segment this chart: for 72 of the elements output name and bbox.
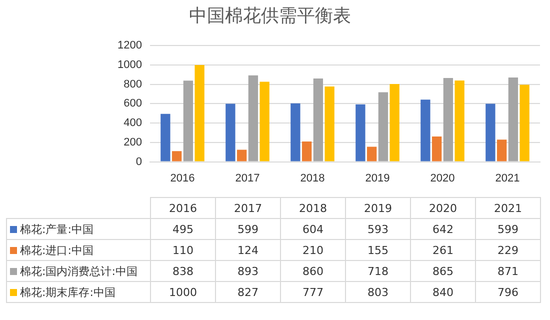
category-label: 2018 — [299, 202, 327, 214]
bar — [420, 100, 430, 162]
bar — [454, 80, 464, 162]
data-label: 229 — [476, 240, 540, 260]
chart-title: 中国棉花供需平衡表 — [189, 5, 351, 26]
bar — [290, 103, 300, 162]
category-label: 2019 — [364, 202, 392, 214]
bar — [443, 78, 454, 162]
category-label: 2016 — [169, 202, 197, 214]
bar — [313, 78, 324, 162]
data-label: 210 — [280, 240, 346, 260]
data-label: 599 — [476, 218, 540, 240]
data-label: 110 — [150, 240, 216, 260]
bar — [432, 136, 442, 162]
data-label: 860 — [280, 260, 346, 282]
data-label: 261 — [410, 240, 476, 260]
x-tick-label: 2020 — [430, 172, 455, 184]
data-label: 893 — [216, 260, 280, 282]
data-label: 718 — [346, 260, 410, 282]
category-label: 2021 — [494, 202, 522, 214]
data-label: 604 — [280, 218, 346, 240]
y-tick-label: 200 — [124, 136, 142, 148]
bar — [378, 92, 388, 162]
category-label: 2020 — [429, 202, 457, 214]
bar — [236, 150, 247, 162]
x-tick-label: 2019 — [365, 172, 390, 184]
x-tick-label: 2017 — [235, 172, 260, 184]
legend-label: 棉花:产量:中国 — [6, 218, 150, 240]
data-label: 865 — [410, 260, 476, 282]
data-label: 599 — [216, 218, 280, 240]
data-label: 124 — [216, 240, 280, 260]
bar — [496, 140, 507, 162]
data-label: 827 — [216, 282, 280, 302]
legend-label: 棉花:国内消费总计:中国 — [6, 260, 150, 282]
bar — [226, 104, 236, 162]
bar — [194, 64, 204, 162]
y-tick-label: 600 — [124, 98, 142, 110]
bar — [486, 104, 496, 162]
y-tick-label: 800 — [124, 78, 142, 90]
y-tick-label: 400 — [124, 117, 142, 130]
data-label: 1000 — [150, 282, 216, 302]
bar — [302, 141, 312, 162]
bar — [183, 80, 194, 162]
bar — [356, 104, 366, 162]
data-label: 593 — [346, 218, 410, 240]
data-label: 803 — [346, 282, 410, 302]
x-tick-label: 2018 — [300, 172, 325, 184]
data-label: 796 — [476, 282, 540, 302]
x-tick-label: 2021 — [495, 172, 520, 184]
bar — [520, 84, 530, 162]
bar — [324, 86, 334, 162]
data-label: 871 — [476, 260, 540, 282]
bar — [248, 75, 258, 162]
bar — [172, 151, 182, 162]
data-label: 838 — [150, 260, 216, 282]
bar — [160, 114, 170, 162]
bar — [366, 146, 377, 162]
category-label: 2017 — [234, 202, 262, 214]
y-tick-label: 1200 — [118, 40, 142, 52]
data-label: 777 — [280, 282, 346, 302]
legend-label: 棉花:进口:中国 — [6, 240, 150, 260]
data-label: 155 — [346, 240, 410, 260]
bar — [508, 77, 518, 162]
bar — [390, 84, 400, 162]
y-tick-label: 0 — [136, 156, 142, 168]
data-label: 495 — [150, 218, 216, 240]
bar — [260, 82, 270, 162]
legend-label: 棉花:期末库存:中国 — [6, 282, 150, 302]
data-label: 840 — [410, 282, 476, 302]
data-label: 642 — [410, 218, 476, 240]
y-tick-label: 1000 — [118, 59, 142, 71]
x-tick-label: 2016 — [170, 172, 195, 184]
